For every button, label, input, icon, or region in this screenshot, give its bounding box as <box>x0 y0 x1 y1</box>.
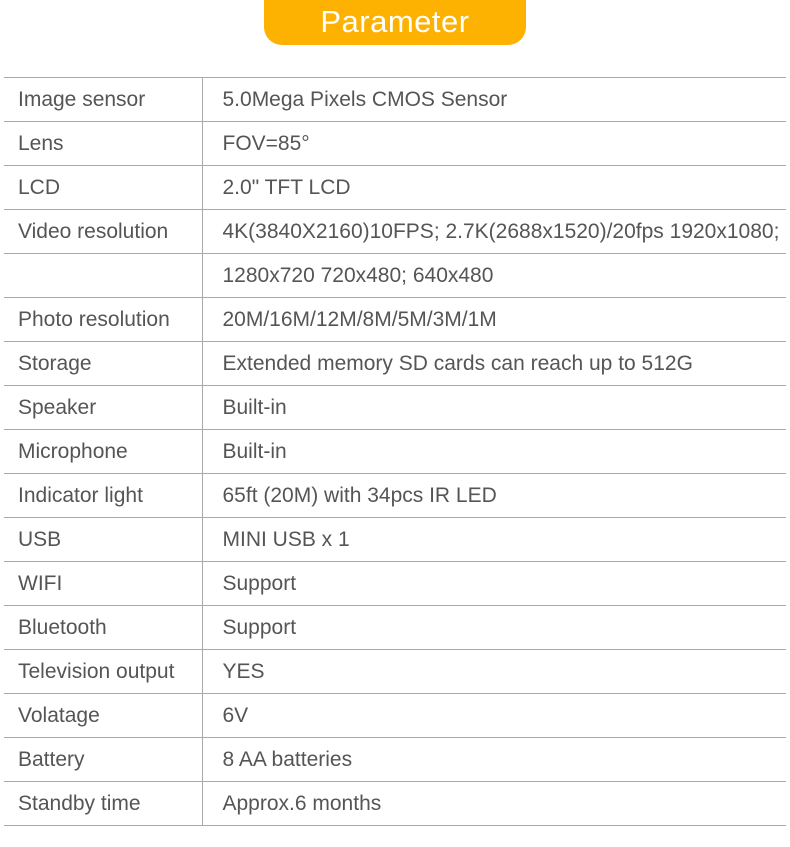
header-title-text: Parameter <box>320 4 469 39</box>
spec-value: Extended memory SD cards can reach up to… <box>202 342 786 386</box>
spec-label: LCD <box>4 166 202 210</box>
table-row: Image sensor5.0Mega Pixels CMOS Sensor <box>4 78 786 122</box>
spec-value: 6V <box>202 694 786 738</box>
table-row: Video resolution4K(3840X2160)10FPS; 2.7K… <box>4 210 786 254</box>
table-row: LCD2.0" TFT LCD <box>4 166 786 210</box>
header: Parameter <box>0 0 790 45</box>
spec-label: Microphone <box>4 430 202 474</box>
spec-label: Battery <box>4 738 202 782</box>
spec-value: 20M/16M/12M/8M/5M/3M/1M <box>202 298 786 342</box>
table-row: StorageExtended memory SD cards can reac… <box>4 342 786 386</box>
spec-label: Video resolution <box>4 210 202 254</box>
spec-value: Built-in <box>202 386 786 430</box>
spec-value: Support <box>202 606 786 650</box>
table-row: SpeakerBuilt-in <box>4 386 786 430</box>
table-row: Television outputYES <box>4 650 786 694</box>
table-row: WIFISupport <box>4 562 786 606</box>
table-row: USBMINI USB x 1 <box>4 518 786 562</box>
table-row: LensFOV=85° <box>4 122 786 166</box>
spec-label: Lens <box>4 122 202 166</box>
spec-label: USB <box>4 518 202 562</box>
header-title-pill: Parameter <box>264 0 525 45</box>
spec-value: YES <box>202 650 786 694</box>
spec-label: Image sensor <box>4 78 202 122</box>
spec-label: Television output <box>4 650 202 694</box>
table-row: Indicator light65ft (20M) with 34pcs IR … <box>4 474 786 518</box>
table-row: Photo resolution20M/16M/12M/8M/5M/3M/1M <box>4 298 786 342</box>
table-row: Battery8 AA batteries <box>4 738 786 782</box>
spec-label: Speaker <box>4 386 202 430</box>
spec-value: Approx.6 months <box>202 782 786 826</box>
spec-label: Standby time <box>4 782 202 826</box>
spec-value: 4K(3840X2160)10FPS; 2.7K(2688x1520)/20fp… <box>202 210 786 254</box>
table-row: BluetoothSupport <box>4 606 786 650</box>
spec-value: 1280x720 720x480; 640x480 <box>202 254 786 298</box>
spec-label: Volatage <box>4 694 202 738</box>
spec-value: Support <box>202 562 786 606</box>
spec-value: 8 AA batteries <box>202 738 786 782</box>
spec-label: Storage <box>4 342 202 386</box>
spec-label <box>4 254 202 298</box>
spec-label: Photo resolution <box>4 298 202 342</box>
spec-label: WIFI <box>4 562 202 606</box>
table-row: 1280x720 720x480; 640x480 <box>4 254 786 298</box>
spec-label: Indicator light <box>4 474 202 518</box>
spec-value: MINI USB x 1 <box>202 518 786 562</box>
spec-value: 65ft (20M) with 34pcs IR LED <box>202 474 786 518</box>
spec-value: 5.0Mega Pixels CMOS Sensor <box>202 78 786 122</box>
spec-label: Bluetooth <box>4 606 202 650</box>
spec-value: FOV=85° <box>202 122 786 166</box>
table-row: Volatage6V <box>4 694 786 738</box>
spec-value: Built-in <box>202 430 786 474</box>
spec-value: 2.0" TFT LCD <box>202 166 786 210</box>
table-row: Standby timeApprox.6 months <box>4 782 786 826</box>
spec-table: Image sensor5.0Mega Pixels CMOS Sensor L… <box>4 77 786 826</box>
table-row: MicrophoneBuilt-in <box>4 430 786 474</box>
